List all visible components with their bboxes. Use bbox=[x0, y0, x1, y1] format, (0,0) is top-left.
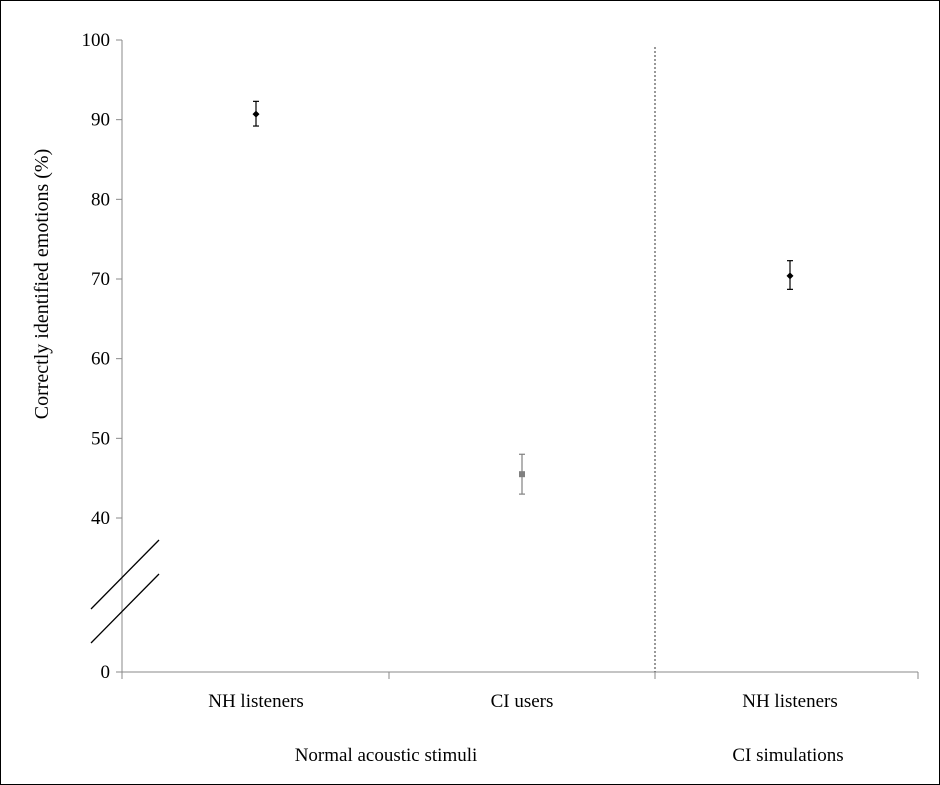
y-tick-label: 50 bbox=[91, 428, 110, 449]
y-tick-label: 60 bbox=[91, 349, 110, 370]
axes: 0 40 50 60 70 80 90 100 NH listeners CI users NH l… bbox=[82, 30, 919, 766]
data-point bbox=[252, 110, 260, 118]
data-marks bbox=[252, 100, 794, 495]
x-group-label: Normal acoustic stimuli bbox=[295, 745, 478, 766]
x-category-label: NH listeners bbox=[208, 691, 304, 712]
y-axis-title: Correctly identified emotions (%) bbox=[31, 149, 53, 419]
data-point bbox=[519, 471, 525, 478]
axis-break-line bbox=[90, 573, 160, 644]
y-tick-label: 80 bbox=[91, 189, 110, 210]
x-group-label: CI simulations bbox=[732, 745, 843, 766]
axis-break-line bbox=[90, 539, 160, 610]
y-tick-label: 40 bbox=[91, 508, 110, 529]
y-tick-label: 70 bbox=[91, 269, 110, 290]
data-point bbox=[786, 272, 794, 280]
y-tick-label: 0 bbox=[101, 662, 111, 683]
y-tick-label: 100 bbox=[82, 30, 111, 51]
x-category-label: NH listeners bbox=[742, 691, 838, 712]
y-tick-label: 90 bbox=[91, 110, 110, 131]
x-category-label: CI users bbox=[491, 691, 554, 712]
